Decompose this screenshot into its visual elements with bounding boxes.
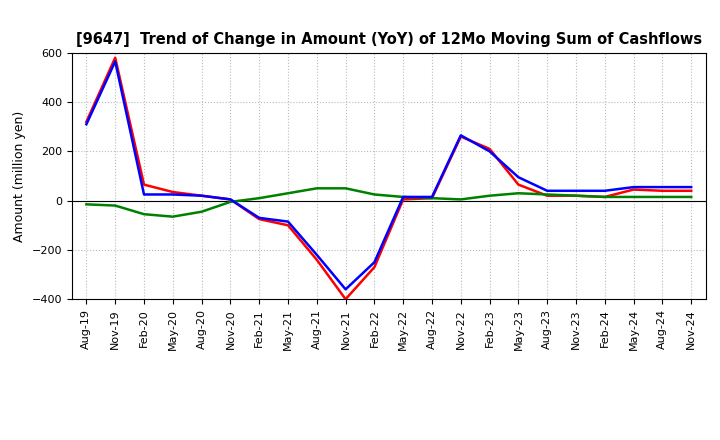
Investing Cashflow [658, 194, 667, 200]
Investing Cashflow [312, 186, 321, 191]
Line: Operating Cashflow: Operating Cashflow [86, 58, 691, 299]
Investing Cashflow [456, 197, 465, 202]
Free Cashflow [168, 192, 177, 197]
Operating Cashflow [399, 197, 408, 202]
Operating Cashflow [226, 197, 235, 202]
Investing Cashflow [629, 194, 638, 200]
Operating Cashflow [140, 182, 148, 187]
Operating Cashflow [572, 193, 580, 198]
Operating Cashflow [197, 193, 206, 198]
Operating Cashflow [82, 119, 91, 125]
Investing Cashflow [226, 199, 235, 205]
Line: Investing Cashflow: Investing Cashflow [86, 188, 691, 216]
Free Cashflow [572, 188, 580, 194]
Investing Cashflow [600, 194, 609, 200]
Free Cashflow [341, 287, 350, 292]
Investing Cashflow [168, 214, 177, 219]
Investing Cashflow [543, 192, 552, 197]
Line: Free Cashflow: Free Cashflow [86, 62, 691, 290]
Free Cashflow [284, 219, 292, 224]
Free Cashflow [543, 188, 552, 194]
Operating Cashflow [629, 187, 638, 192]
Operating Cashflow [428, 195, 436, 201]
Free Cashflow [255, 215, 264, 220]
Free Cashflow [485, 149, 494, 154]
Investing Cashflow [140, 212, 148, 217]
Free Cashflow [140, 192, 148, 197]
Free Cashflow [312, 252, 321, 257]
Investing Cashflow [284, 191, 292, 196]
Free Cashflow [456, 133, 465, 138]
Operating Cashflow [168, 189, 177, 194]
Investing Cashflow [428, 195, 436, 201]
Investing Cashflow [399, 194, 408, 200]
Operating Cashflow [485, 146, 494, 151]
Operating Cashflow [543, 193, 552, 198]
Investing Cashflow [197, 209, 206, 214]
Free Cashflow [428, 194, 436, 200]
Investing Cashflow [485, 193, 494, 198]
Free Cashflow [514, 175, 523, 180]
Investing Cashflow [341, 186, 350, 191]
Free Cashflow [370, 260, 379, 265]
Y-axis label: Amount (million yen): Amount (million yen) [13, 110, 26, 242]
Investing Cashflow [255, 195, 264, 201]
Operating Cashflow [600, 194, 609, 200]
Free Cashflow [399, 194, 408, 200]
Free Cashflow [226, 197, 235, 202]
Free Cashflow [658, 184, 667, 190]
Investing Cashflow [370, 192, 379, 197]
Free Cashflow [82, 121, 91, 127]
Operating Cashflow [341, 297, 350, 302]
Operating Cashflow [687, 188, 696, 194]
Free Cashflow [687, 184, 696, 190]
Free Cashflow [111, 59, 120, 64]
Operating Cashflow [370, 264, 379, 270]
Operating Cashflow [658, 188, 667, 194]
Operating Cashflow [111, 55, 120, 60]
Investing Cashflow [687, 194, 696, 200]
Operating Cashflow [284, 223, 292, 228]
Operating Cashflow [255, 216, 264, 222]
Title: [9647]  Trend of Change in Amount (YoY) of 12Mo Moving Sum of Cashflows: [9647] Trend of Change in Amount (YoY) o… [76, 33, 702, 48]
Operating Cashflow [514, 182, 523, 187]
Investing Cashflow [514, 191, 523, 196]
Operating Cashflow [456, 134, 465, 139]
Investing Cashflow [111, 203, 120, 208]
Free Cashflow [629, 184, 638, 190]
Investing Cashflow [572, 193, 580, 198]
Free Cashflow [197, 193, 206, 198]
Investing Cashflow [82, 202, 91, 207]
Free Cashflow [600, 188, 609, 194]
Operating Cashflow [312, 257, 321, 262]
